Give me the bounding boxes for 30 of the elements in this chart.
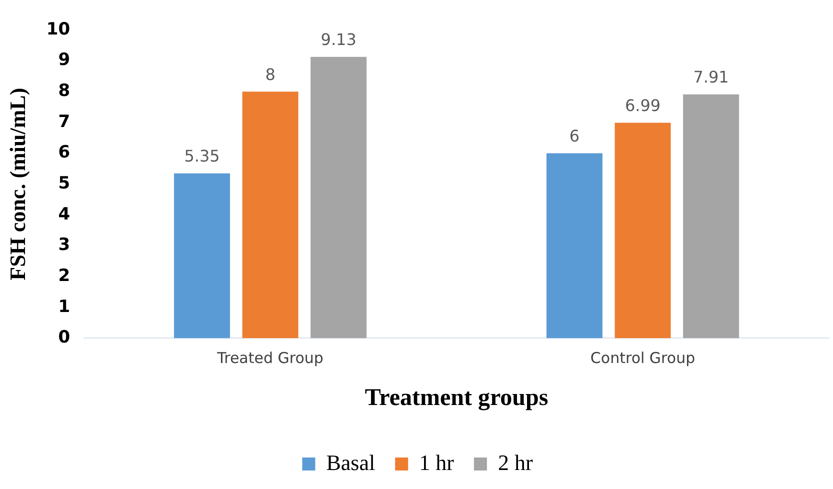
x-axis-title: Treatment groups <box>364 384 548 411</box>
y-tick-label: 4 <box>58 204 70 224</box>
legend-label: Basal <box>326 450 376 475</box>
bar <box>310 56 367 338</box>
y-tick-label: 3 <box>58 235 70 256</box>
y-tick-label: 8 <box>58 81 70 102</box>
data-label: 7.91 <box>693 68 729 87</box>
y-tick-label: 6 <box>58 142 70 163</box>
bar <box>242 92 298 338</box>
y-tick-label: 1 <box>58 296 70 317</box>
data-label: 9.13 <box>320 30 356 49</box>
bar <box>683 94 740 338</box>
bar <box>174 173 230 338</box>
y-tick-label: 9 <box>58 50 70 70</box>
legend-label: 1 hr <box>419 450 455 475</box>
data-label: 6 <box>569 126 580 146</box>
x-tick-label: Control Group <box>590 349 696 368</box>
y-tick-label: 7 <box>58 112 70 132</box>
bar <box>614 122 671 338</box>
data-label: 5.35 <box>184 146 220 166</box>
data-label: 6.99 <box>624 96 661 115</box>
x-tick-label: Treated Group <box>216 349 324 368</box>
y-tick-label: 0 <box>58 328 70 348</box>
legend-label: 2 hr <box>498 450 534 475</box>
y-axis-title: FSH conc. (miu/mL) <box>4 88 30 280</box>
y-tick-label: 2 <box>58 266 70 286</box>
bar <box>546 153 602 338</box>
y-tick-label: 5 <box>58 174 70 194</box>
y-tick-label: 10 <box>46 19 70 40</box>
data-label: 8 <box>265 64 276 84</box>
